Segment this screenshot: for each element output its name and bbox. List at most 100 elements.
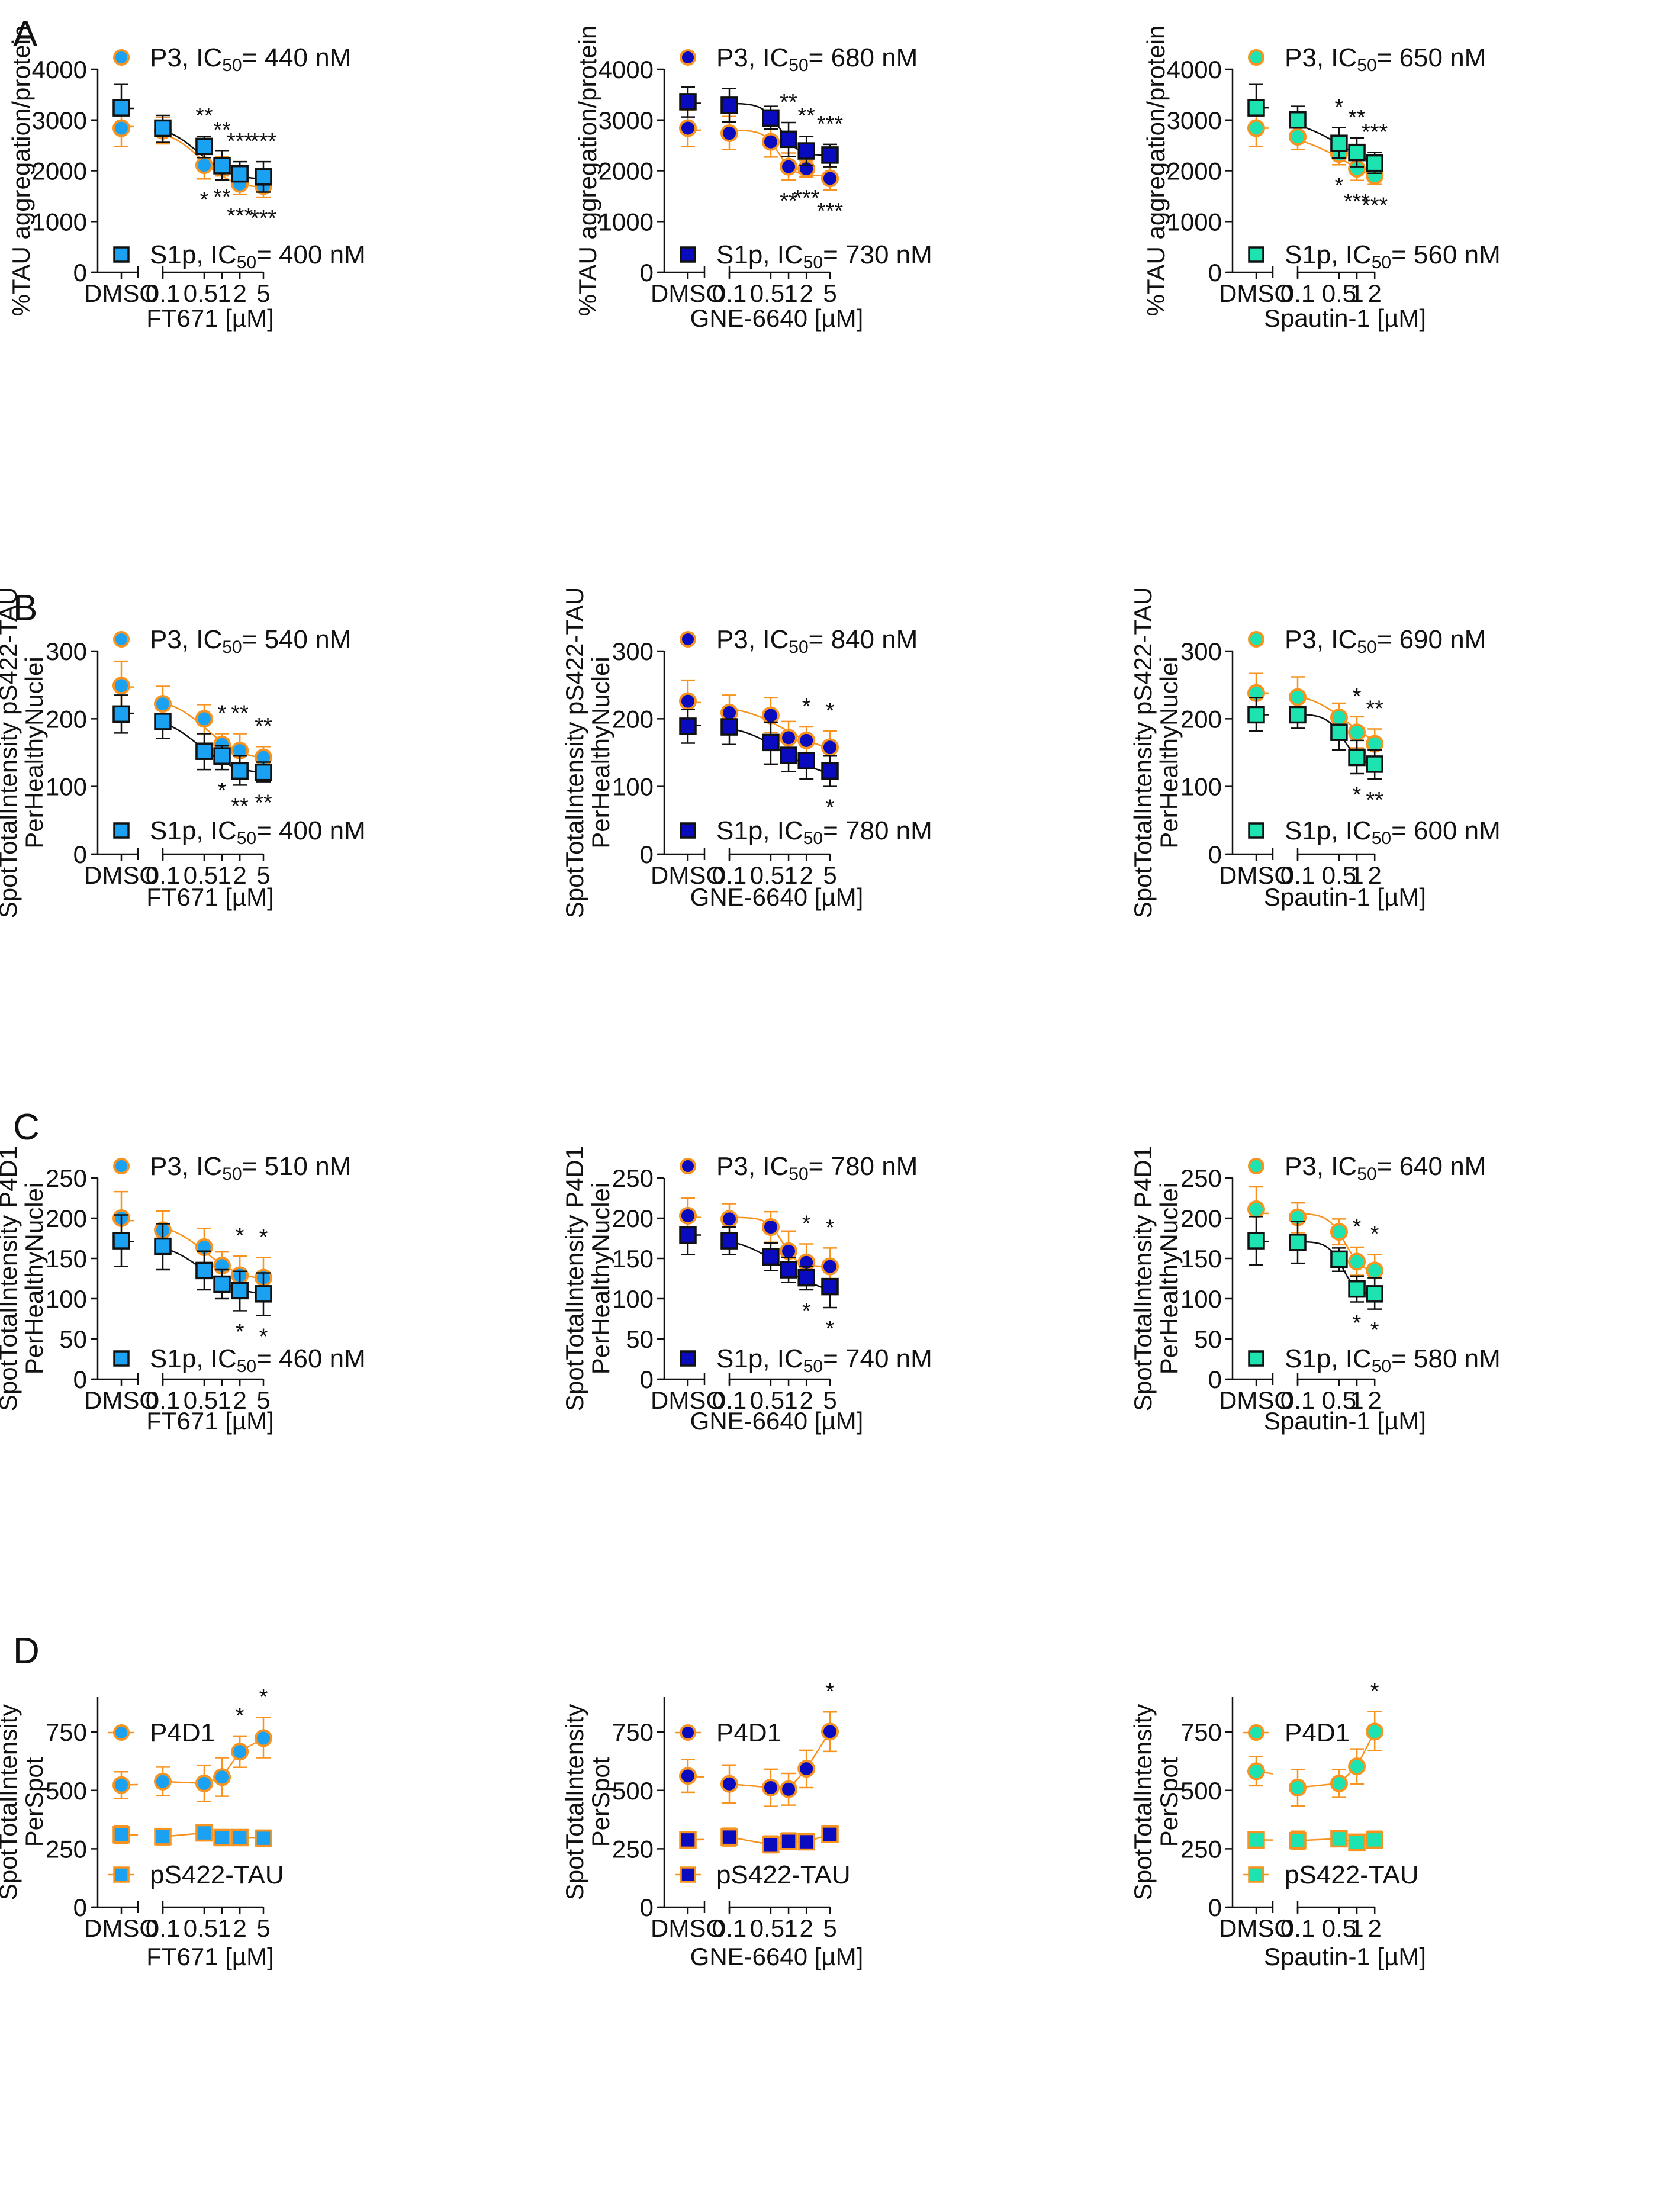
ic50-value: = 640 nM (1377, 1152, 1486, 1181)
y-tick-label: 0 (1208, 841, 1222, 868)
x-tick-label: DMSO (84, 279, 159, 307)
x-tick-label: 0.1 (146, 279, 180, 307)
legend-entry-p4d1: P4D1 (108, 1718, 215, 1747)
significance-stars: * (1370, 1318, 1379, 1343)
data-point-s1p (1348, 748, 1366, 767)
y-tick-label: 750 (612, 1718, 654, 1746)
y-axis-title: %TAU aggregation/protein (7, 25, 35, 317)
data-point-ps422-tau (231, 1828, 249, 1847)
significance-stars: ** (1366, 788, 1383, 813)
x-tick-label: 5 (823, 861, 836, 889)
data-point-s1p (720, 96, 738, 114)
data-point-p3 (761, 133, 780, 151)
x-tick-label: 0.5 (184, 279, 218, 307)
ic50-value: = 680 nM (809, 43, 918, 72)
data-point-s1p (1330, 1250, 1348, 1268)
ic50-value: = 740 nM (823, 1344, 932, 1373)
significance-stars: * (802, 694, 811, 719)
y-tick-label: 0 (640, 259, 654, 286)
x-tick-label: 2 (1368, 1914, 1382, 1942)
data-point-p3 (761, 1218, 780, 1236)
data-point-p4d1 (231, 1743, 249, 1761)
x-tick-label: DMSO (1219, 861, 1293, 889)
legend-label: S1p, IC50= 780 nM (716, 816, 932, 848)
data-point-s1p (1348, 143, 1366, 162)
x-tick-label: 1 (1350, 1386, 1363, 1414)
x-tick-label: 0.1 (712, 861, 746, 889)
data-point-p3 (761, 706, 780, 725)
data-point-p3 (720, 124, 738, 143)
x-axis-title: FT671 [µM] (146, 883, 274, 911)
legend-label: S1p, IC50= 560 nM (1285, 240, 1501, 272)
data-point-p4d1 (679, 1767, 697, 1785)
significance-stars: *** (793, 186, 820, 211)
panel-letter-c: C (13, 1107, 40, 1148)
significance-stars: ** (213, 118, 231, 143)
x-tick-label: 0.5 (750, 1914, 784, 1942)
data-point-p4d1 (213, 1768, 231, 1786)
significance-stars: * (802, 1299, 811, 1324)
significance-stars: *** (250, 129, 277, 154)
data-point-ps422-tau (195, 1824, 213, 1842)
significance-stars: * (259, 1325, 268, 1350)
y-axis-title: SpotTotalIntensity P4D1 (561, 1146, 588, 1411)
legend-marker-circle (1248, 1158, 1264, 1174)
y-tick-label: 4000 (599, 56, 654, 83)
ic50-subscript: 50 (803, 829, 823, 848)
legend-entry-s1p: S1p, IC50= 600 nM (1248, 816, 1501, 848)
x-tick-label: 2 (233, 279, 247, 307)
significance-stars: ** (780, 90, 797, 115)
x-tick-label: 0.5 (750, 1386, 784, 1414)
x-axis-title: FT671 [µM] (146, 304, 274, 332)
legend-marker-circle (680, 1158, 696, 1174)
y-tick-label: 100 (1180, 1285, 1222, 1313)
y-axis-title: PerHealthyNuclei (1155, 656, 1183, 848)
data-point-s1p (797, 1268, 815, 1287)
ic50-subscript: 50 (222, 637, 242, 657)
y-tick-label: 250 (46, 1835, 87, 1863)
y-tick-label: 0 (640, 1894, 654, 1921)
significance-stars: * (826, 1679, 835, 1704)
legend-label: P3, IC50= 650 nM (1285, 43, 1486, 75)
significance-stars: *** (817, 199, 844, 224)
legend-marker-square (1248, 1866, 1264, 1883)
y-axis-title: SpotTotalIntensity P4D1 (0, 1146, 22, 1411)
x-tick-label: DMSO (651, 861, 725, 889)
ic50-subscript: 50 (789, 56, 808, 75)
y-tick-label: 200 (612, 1205, 654, 1232)
legend-entry-p4d1: P4D1 (1243, 1718, 1350, 1747)
x-axis-title: GNE-6640 [µM] (690, 883, 864, 911)
data-point-s1p (821, 146, 839, 164)
ic50-subscript: 50 (1372, 253, 1391, 272)
y-tick-label: 0 (1208, 1894, 1222, 1921)
x-tick-label: DMSO (84, 1914, 159, 1942)
significance-stars: ** (213, 185, 231, 210)
data-point-p3 (797, 731, 816, 749)
data-point-p3 (1289, 128, 1307, 146)
significance-stars: ** (195, 104, 213, 128)
y-axis-title: PerHealthyNuclei (587, 1183, 614, 1374)
x-tick-label: 2 (233, 1386, 247, 1414)
x-tick-label: DMSO (1219, 1386, 1293, 1414)
data-point-s1p (154, 1237, 172, 1255)
legend-marker-square (680, 1350, 696, 1367)
data-point-s1p (679, 93, 697, 111)
legend-marker-square (113, 246, 130, 263)
data-point-ps422-tau (679, 1831, 697, 1849)
significance-stars: * (826, 698, 835, 723)
data-point-p3 (1348, 1252, 1366, 1271)
ic50-subscript: 50 (1357, 637, 1376, 657)
y-axis-title: SpotTotalIntensity pS422-TAU (561, 587, 588, 919)
y-tick-label: 500 (46, 1777, 87, 1805)
data-point-p3 (679, 692, 697, 710)
y-tick-label: 250 (612, 1164, 654, 1192)
x-tick-label: 5 (256, 1386, 270, 1414)
data-point-s1p (195, 137, 213, 156)
y-tick-label: 150 (612, 1245, 654, 1273)
x-tick-label: 5 (823, 1386, 836, 1414)
